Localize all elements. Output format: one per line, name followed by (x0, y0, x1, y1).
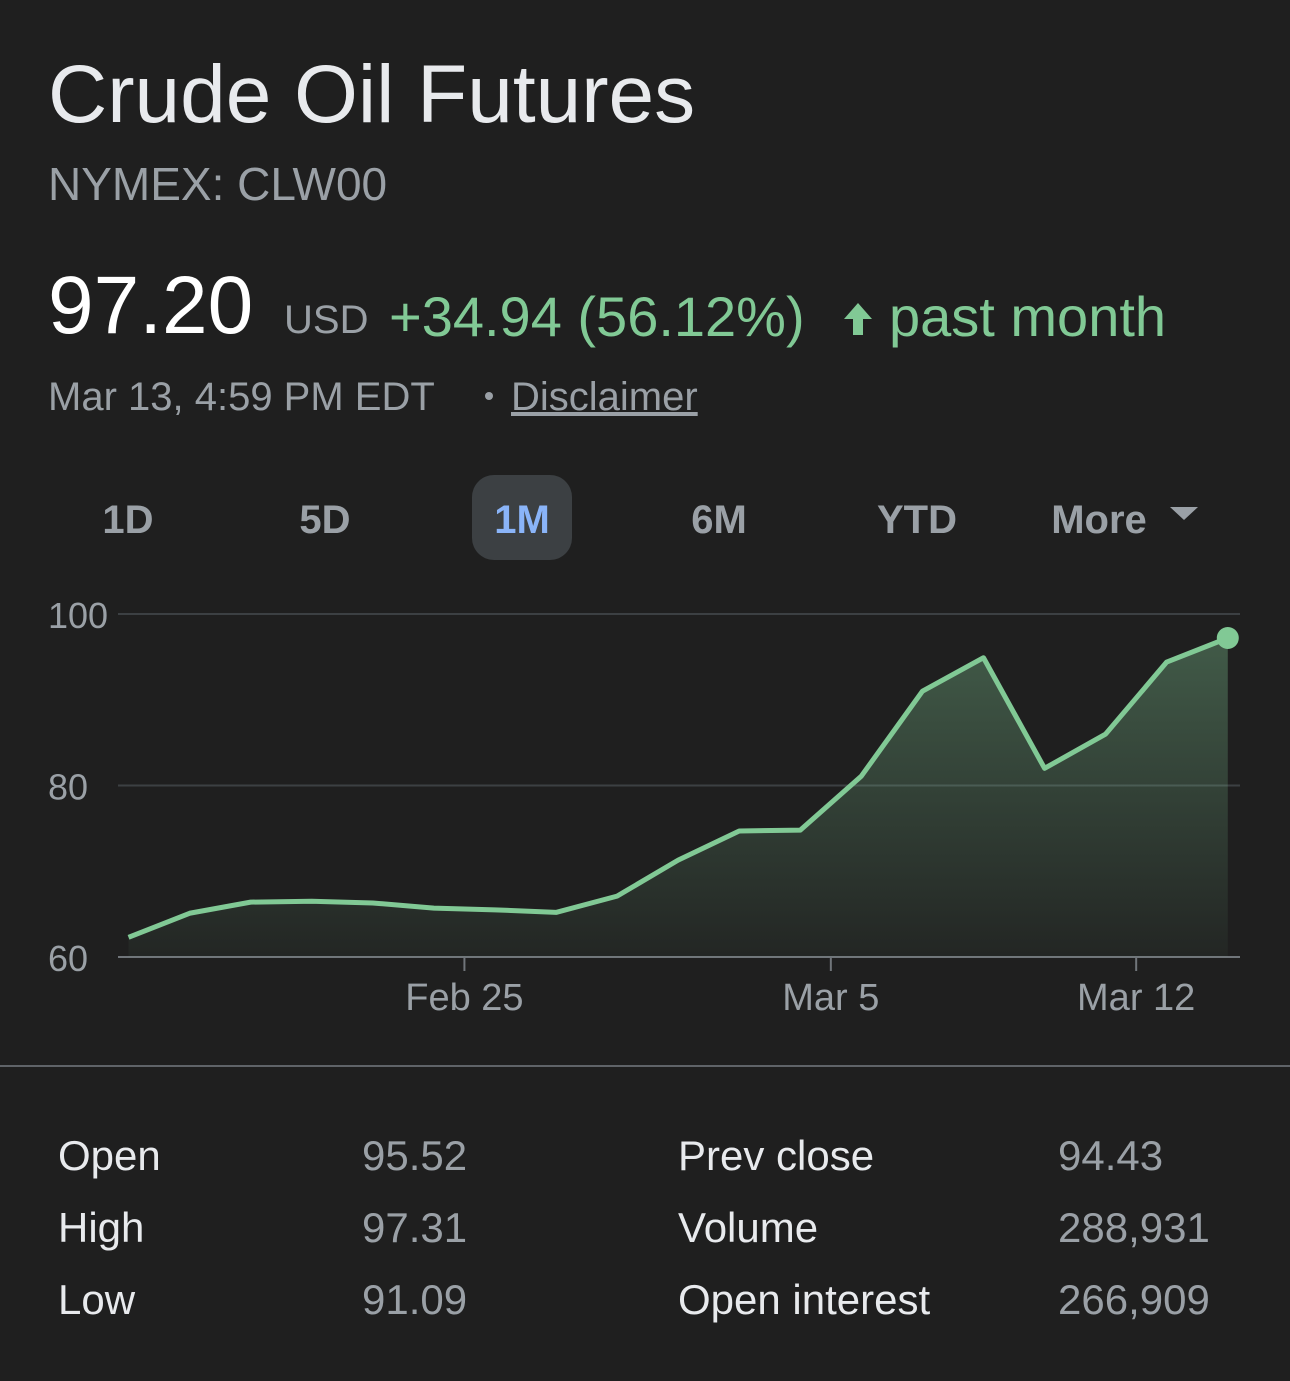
y-tick-label: 60 (48, 938, 88, 979)
disclaimer-link[interactable]: Disclaimer (511, 375, 698, 419)
stat-value: 95.52 (362, 1132, 467, 1179)
y-tick-label: 100 (48, 595, 108, 636)
up-arrow (844, 303, 872, 335)
stat-value: 266,909 (1058, 1276, 1210, 1323)
range-tab[interactable]: YTD (877, 498, 957, 542)
y-tick-label: 80 (48, 767, 88, 808)
change: +34.94 (56.12%) (389, 285, 805, 348)
price: 97.20 (48, 260, 253, 351)
area-fill (128, 638, 1228, 957)
timestamp: Mar 13, 4:59 PM EDT (48, 375, 435, 419)
stats-table: Open 95.52 Prev close 94.43 High 97.31 Volume 2… (58, 1132, 1210, 1323)
stat-label: Open interest (678, 1276, 930, 1323)
range-tab[interactable]: 1D (102, 498, 153, 542)
stat-value: 97.31 (362, 1204, 467, 1251)
x-tick-label: Mar 5 (782, 977, 879, 1019)
stat-label: Open (58, 1132, 161, 1179)
x-tick-label: Feb 25 (405, 977, 523, 1019)
last-point (1216, 627, 1239, 650)
range-tab[interactable]: 5D (299, 498, 350, 542)
x-tick-label: Mar 12 (1077, 977, 1195, 1019)
title: Crude Oil Futures (48, 49, 695, 140)
period: past month (889, 285, 1166, 348)
selected-pill (472, 475, 572, 560)
stat-value: 94.43 (1058, 1132, 1163, 1179)
stat-label: Low (58, 1276, 136, 1323)
ticker: NYMEX: CLW00 (48, 158, 387, 210)
stat-value: 288,931 (1058, 1204, 1210, 1251)
stat-label: High (58, 1204, 144, 1251)
range-tab[interactable]: More (1051, 498, 1147, 542)
separator (485, 392, 493, 400)
currency: USD (284, 298, 368, 342)
range-tabs: 1D 5D 1M 6M YTD More (102, 475, 1198, 560)
chart: 60 80 100 Feb 25 Mar 5 Mar 12 (48, 595, 1240, 1019)
stat-label: Prev close (678, 1132, 874, 1179)
stat-label: Volume (678, 1204, 818, 1251)
price-line (127, 635, 1229, 940)
range-tab[interactable]: 1M (494, 498, 550, 542)
dropdown-caret[interactable] (1170, 507, 1198, 520)
range-tab[interactable]: 6M (691, 498, 747, 542)
stat-value: 91.09 (362, 1276, 467, 1323)
